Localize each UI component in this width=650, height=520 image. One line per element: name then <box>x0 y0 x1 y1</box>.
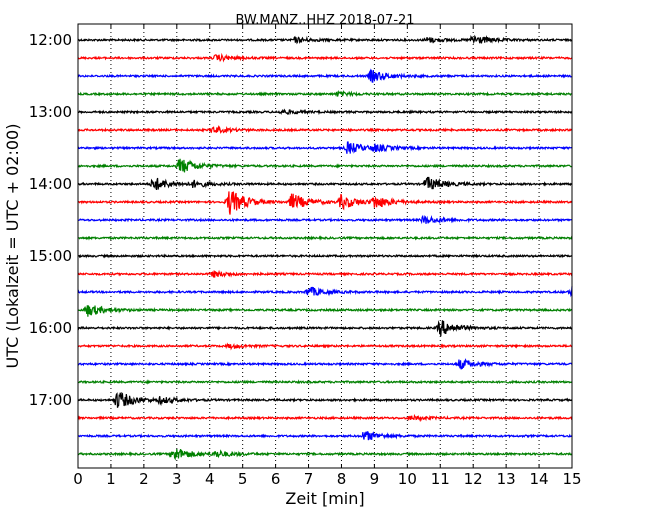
traces <box>77 34 573 461</box>
trace-1530 <box>77 286 573 298</box>
trace-1745 <box>77 448 573 461</box>
trace-1215 <box>77 52 573 63</box>
x-tick-label: 2 <box>139 470 149 488</box>
x-tick-label: 1 <box>106 470 116 488</box>
y-tick-label: 14:00 <box>29 175 72 193</box>
trace-1400 <box>77 176 573 191</box>
trace-1445 <box>77 235 573 241</box>
trace-1315 <box>77 124 573 134</box>
trace-1300 <box>77 108 573 116</box>
trace-1600 <box>77 320 573 337</box>
x-tick-label: 15 <box>562 470 581 488</box>
trace-1645 <box>77 379 573 385</box>
x-tick-label: 4 <box>205 470 215 488</box>
x-tick-label: 7 <box>304 470 314 488</box>
x-tick-label: 13 <box>497 470 516 488</box>
x-tick-label: 11 <box>431 470 450 488</box>
trace-1230 <box>77 68 573 83</box>
y-axis-label: UTC (Lokalzeit = UTC + 02:00) <box>3 124 22 369</box>
trace-1730 <box>77 431 573 441</box>
x-tick-label: 12 <box>464 470 483 488</box>
trace-1545 <box>77 305 573 317</box>
x-axis-label: Zeit [min] <box>285 489 364 508</box>
x-tick-label: 9 <box>370 470 380 488</box>
chart-title: BW.MANZ..HHZ 2018-07-21 <box>235 13 414 28</box>
y-tick-label: 16:00 <box>29 319 72 337</box>
trace-1615 <box>77 342 573 351</box>
x-tick-label: 10 <box>398 470 417 488</box>
y-tick-label: 15:00 <box>29 247 72 265</box>
x-tick-label: 3 <box>172 470 182 488</box>
trace-1430 <box>77 214 573 225</box>
trace-1330 <box>77 141 573 154</box>
x-tick-label: 14 <box>530 470 549 488</box>
trace-1700 <box>77 391 573 408</box>
x-tick-label: 6 <box>271 470 281 488</box>
y-tick-label: 13:00 <box>29 103 72 121</box>
trace-1200 <box>77 34 573 45</box>
trace-1415 <box>77 191 573 215</box>
trace-1515 <box>77 269 573 278</box>
x-tick-label: 8 <box>337 470 347 488</box>
x-axis: 0 1 2 3 4 5 6 7 8 9 10 11 12 13 14 15 <box>73 24 582 488</box>
y-axis: 12:00 13:00 14:00 15:00 16:00 17:00 <box>29 31 572 409</box>
trace-1245 <box>77 90 573 98</box>
vertical-grid <box>110 24 540 468</box>
trace-1715 <box>77 413 573 423</box>
plot-frame <box>77 23 573 469</box>
trace-1345 <box>77 158 573 173</box>
y-tick-label: 12:00 <box>29 31 72 49</box>
y-tick-label: 17:00 <box>29 391 72 409</box>
x-tick-label: 0 <box>73 470 83 488</box>
trace-1630 <box>77 358 573 370</box>
trace-1500 <box>77 253 573 259</box>
x-tick-label: 5 <box>238 470 248 488</box>
